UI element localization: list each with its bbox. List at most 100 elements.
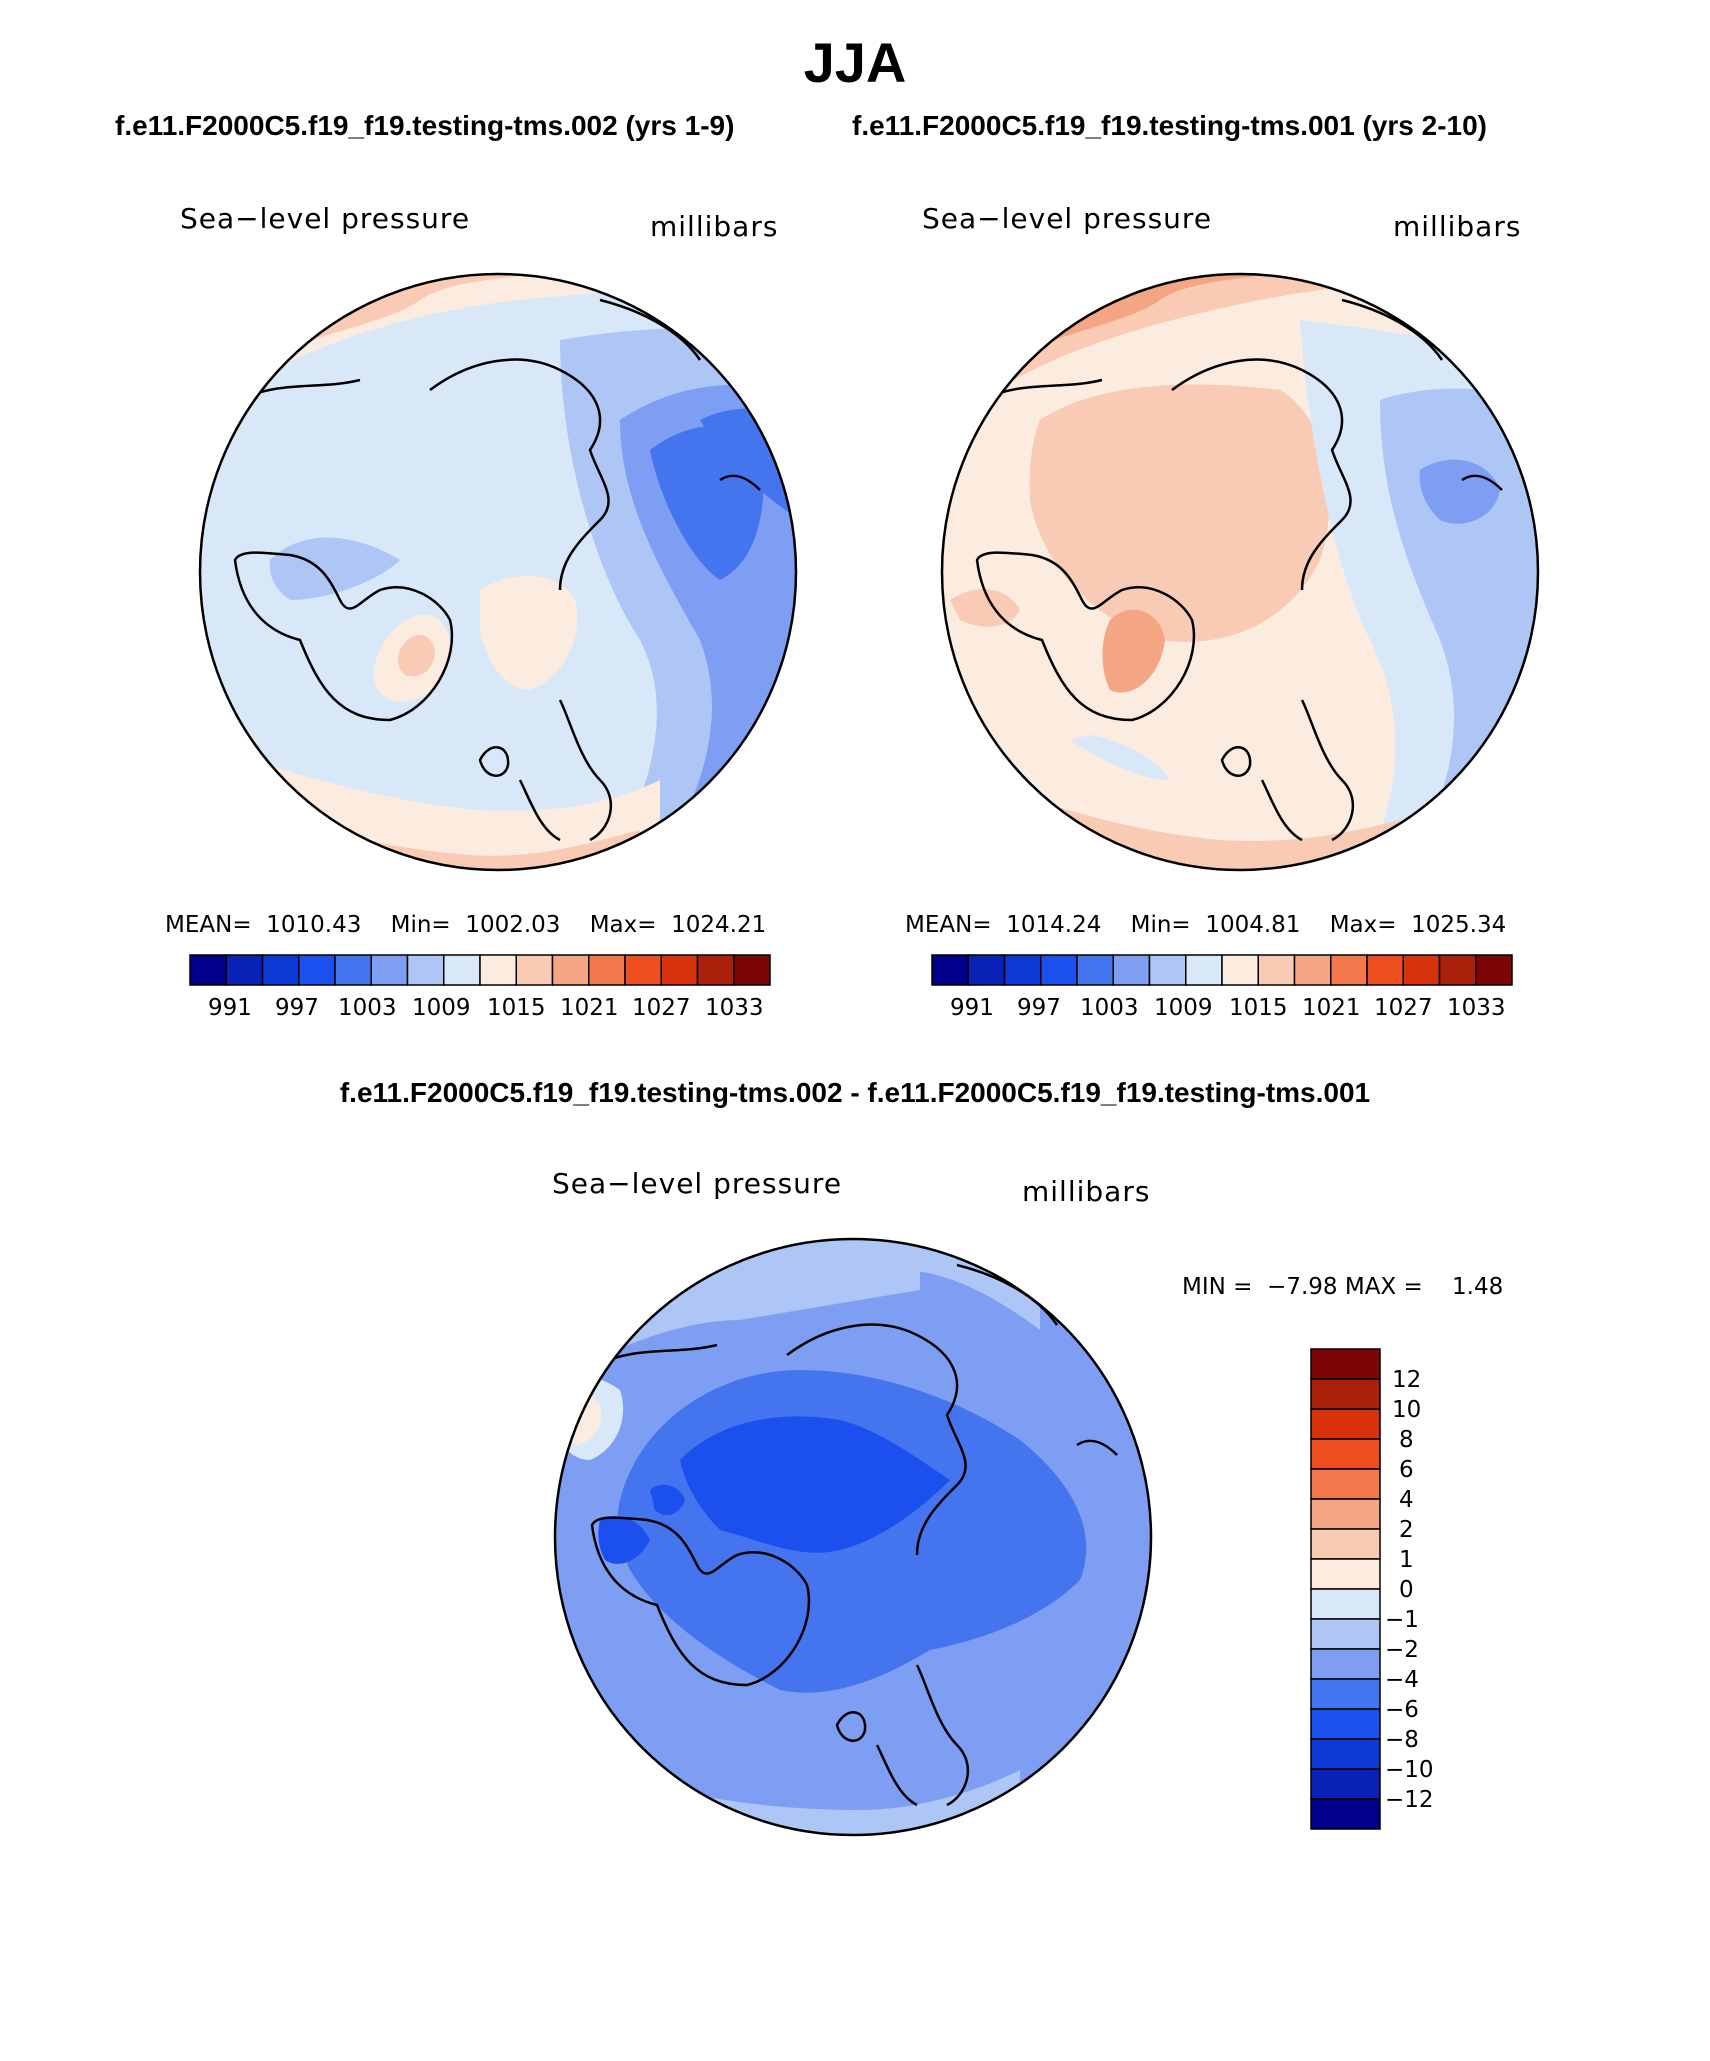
colorbar-cell: [1310, 1378, 1381, 1410]
colorbar-cell: [1310, 1498, 1381, 1530]
colorbar-cell: [588, 954, 626, 986]
cbar3-tick: −2: [1385, 1637, 1419, 1663]
colorbar-cell: [1310, 1408, 1381, 1440]
panel2-mean-label: MEAN=: [905, 912, 992, 938]
panel1-max-label: Max=: [589, 912, 657, 938]
diff-units-label: millibars: [1022, 1175, 1151, 1208]
colorbar-cell: [298, 954, 336, 986]
cbar2-tick: 1003: [1080, 995, 1139, 1021]
figure-title: JJA: [803, 31, 907, 94]
cbar3-tick: 12: [1392, 1367, 1422, 1393]
colorbar-cell: [1040, 954, 1078, 986]
panel1-stats: MEAN= 1010.43 Min= 1002.03 Max= 1024.21: [165, 912, 766, 938]
colorbar-cell: [443, 954, 481, 986]
panel2-min-label: Min=: [1130, 912, 1191, 938]
panel2-mean-value: 1014.24: [1006, 912, 1102, 938]
cbar3-tick: 4: [1399, 1487, 1414, 1513]
colorbar-1: [189, 954, 771, 986]
panel2-stats: MEAN= 1014.24 Min= 1004.81 Max= 1025.34: [905, 912, 1506, 938]
cbar2-tick: 1033: [1447, 995, 1506, 1021]
colorbar-cell: [1310, 1438, 1381, 1470]
cbar1-tick: 991: [208, 995, 252, 1021]
colorbar-cell: [1366, 954, 1404, 986]
cbar1-tick: 997: [275, 995, 319, 1021]
colorbar-cell: [733, 954, 771, 986]
colorbar-cell: [1148, 954, 1187, 986]
colorbar-cell: [1310, 1468, 1381, 1500]
panel1-units-label: millibars: [650, 210, 779, 243]
colorbar-cell: [1112, 954, 1151, 986]
colorbar-cell: [1310, 1648, 1381, 1680]
colorbar-cell: [1310, 1798, 1381, 1830]
cbar3-tick: −12: [1385, 1787, 1434, 1813]
cbar1-tick: 1021: [560, 995, 619, 1021]
map1-border: [198, 272, 798, 872]
panel1-min-label: Min=: [390, 912, 451, 938]
cbar2-tick: 1027: [1374, 995, 1433, 1021]
panel1-mean-label: MEAN=: [165, 912, 252, 938]
colorbar-cell: [1310, 1528, 1381, 1560]
cbar1-tick: 1027: [632, 995, 691, 1021]
cbar3-tick: −6: [1385, 1697, 1419, 1723]
colorbar-cell: [225, 954, 264, 986]
colorbar-cell: [1330, 954, 1368, 986]
colorbar-cell: [967, 954, 1006, 986]
cbar2-tick: 991: [950, 995, 994, 1021]
cbar2-tick: 1015: [1229, 995, 1288, 1021]
panel1-variable-label: Sea−level pressure: [180, 202, 471, 235]
cbar2-tick: 997: [1017, 995, 1061, 1021]
colorbar-difference: [1310, 1348, 1381, 1830]
cbar3-tick: −8: [1385, 1727, 1419, 1753]
colorbar-cell: [1310, 1618, 1381, 1650]
diff-max-value: 1.48: [1452, 1274, 1504, 1300]
cbar3-tick: −4: [1385, 1667, 1419, 1693]
cbar2-tick: 1021: [1302, 995, 1361, 1021]
colorbar-cell: [1293, 954, 1332, 986]
colorbar-cell: [1257, 954, 1296, 986]
cbar1-tick: 1003: [338, 995, 397, 1021]
panel1-max-value: 1024.21: [671, 912, 767, 938]
cbar1-tick: 1015: [487, 995, 546, 1021]
cbar3-tick: 1: [1399, 1547, 1414, 1573]
colorbar-cell: [696, 954, 735, 986]
panel2-max-value: 1025.34: [1411, 912, 1507, 938]
colorbar-cell: [1310, 1678, 1381, 1710]
map2-arctic-high: [1029, 384, 1330, 642]
colorbar-cell: [551, 954, 590, 986]
diff-minmax: MIN = −7.98 MAX = 1.48: [1182, 1274, 1503, 1300]
colorbar-cell: [1402, 954, 1441, 986]
colorbar-cell: [1310, 1708, 1381, 1740]
panel2-max-label: Max=: [1329, 912, 1397, 938]
colorbar-cell: [370, 954, 409, 986]
colorbar-cell: [406, 954, 445, 986]
colorbar-cell: [1003, 954, 1042, 986]
cbar3-tick: 6: [1399, 1457, 1414, 1483]
colorbar-cell: [1310, 1348, 1381, 1380]
colorbar-cell: [624, 954, 662, 986]
difference-title: f.e11.F2000C5.f19_f19.testing-tms.002 - …: [339, 1077, 1371, 1108]
colorbar-cell: [1475, 954, 1513, 986]
colorbar-cell: [1076, 954, 1114, 986]
colorbar-cell: [660, 954, 699, 986]
colorbar-cell: [1310, 1558, 1381, 1590]
diff-min-value: −7.98: [1267, 1274, 1338, 1300]
cbar3-tick: 2: [1399, 1517, 1414, 1543]
colorbar-cell: [1310, 1588, 1381, 1620]
map-panel-difference: [555, 1239, 1151, 1835]
colorbar-cell: [1221, 954, 1259, 986]
map-panel-2: [942, 274, 1538, 870]
map3-border: [553, 1237, 1153, 1837]
panel1-min-value: 1002.03: [465, 912, 561, 938]
diff-min-label: MIN =: [1182, 1274, 1253, 1300]
cbar3-tick: 0: [1399, 1577, 1414, 1603]
panel2-min-value: 1004.81: [1205, 912, 1301, 938]
map-panel-1: [200, 274, 796, 870]
colorbar-cell: [1310, 1738, 1381, 1770]
colorbar-cell: [1310, 1768, 1381, 1800]
cbar2-tick: 1009: [1154, 995, 1213, 1021]
panel2-units-label: millibars: [1393, 210, 1522, 243]
panel2-variable-label: Sea−level pressure: [922, 202, 1213, 235]
colorbar-cell: [1438, 954, 1477, 986]
colorbar-cell: [515, 954, 554, 986]
